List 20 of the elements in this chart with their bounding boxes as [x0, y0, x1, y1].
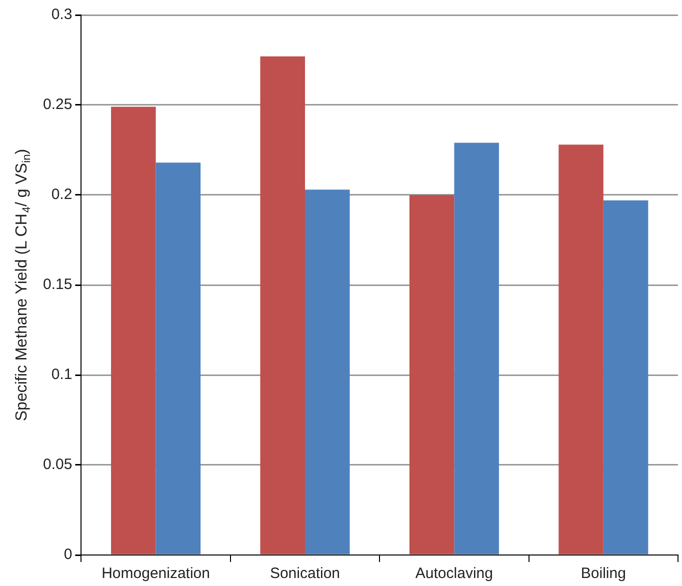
bar [304, 190, 350, 554]
x-tick-label: Autoclaving [415, 565, 493, 582]
y-tick-label: 0.1 [51, 366, 72, 384]
bar [558, 144, 604, 554]
y-tick-label: 0.15 [42, 276, 72, 294]
y-tick-label: 0.3 [51, 6, 72, 24]
y-tick-label: 0 [64, 546, 72, 564]
y-tick-label: 0.25 [42, 96, 72, 114]
bar [603, 200, 648, 554]
x-tick-label: Boiling [580, 565, 626, 582]
y-tick-label: 0.2 [51, 186, 72, 204]
y-axis-title: Specific Methane Yield (L CH4/ g VSin) [13, 148, 33, 422]
y-tick-label: 0.05 [42, 456, 72, 474]
bar [111, 106, 156, 554]
x-tick-label: Sonication [270, 565, 340, 582]
bar [409, 195, 454, 554]
x-tick-label: Homogenization [102, 565, 210, 582]
bar [260, 56, 305, 554]
bar [156, 162, 201, 554]
bar [454, 142, 499, 554]
